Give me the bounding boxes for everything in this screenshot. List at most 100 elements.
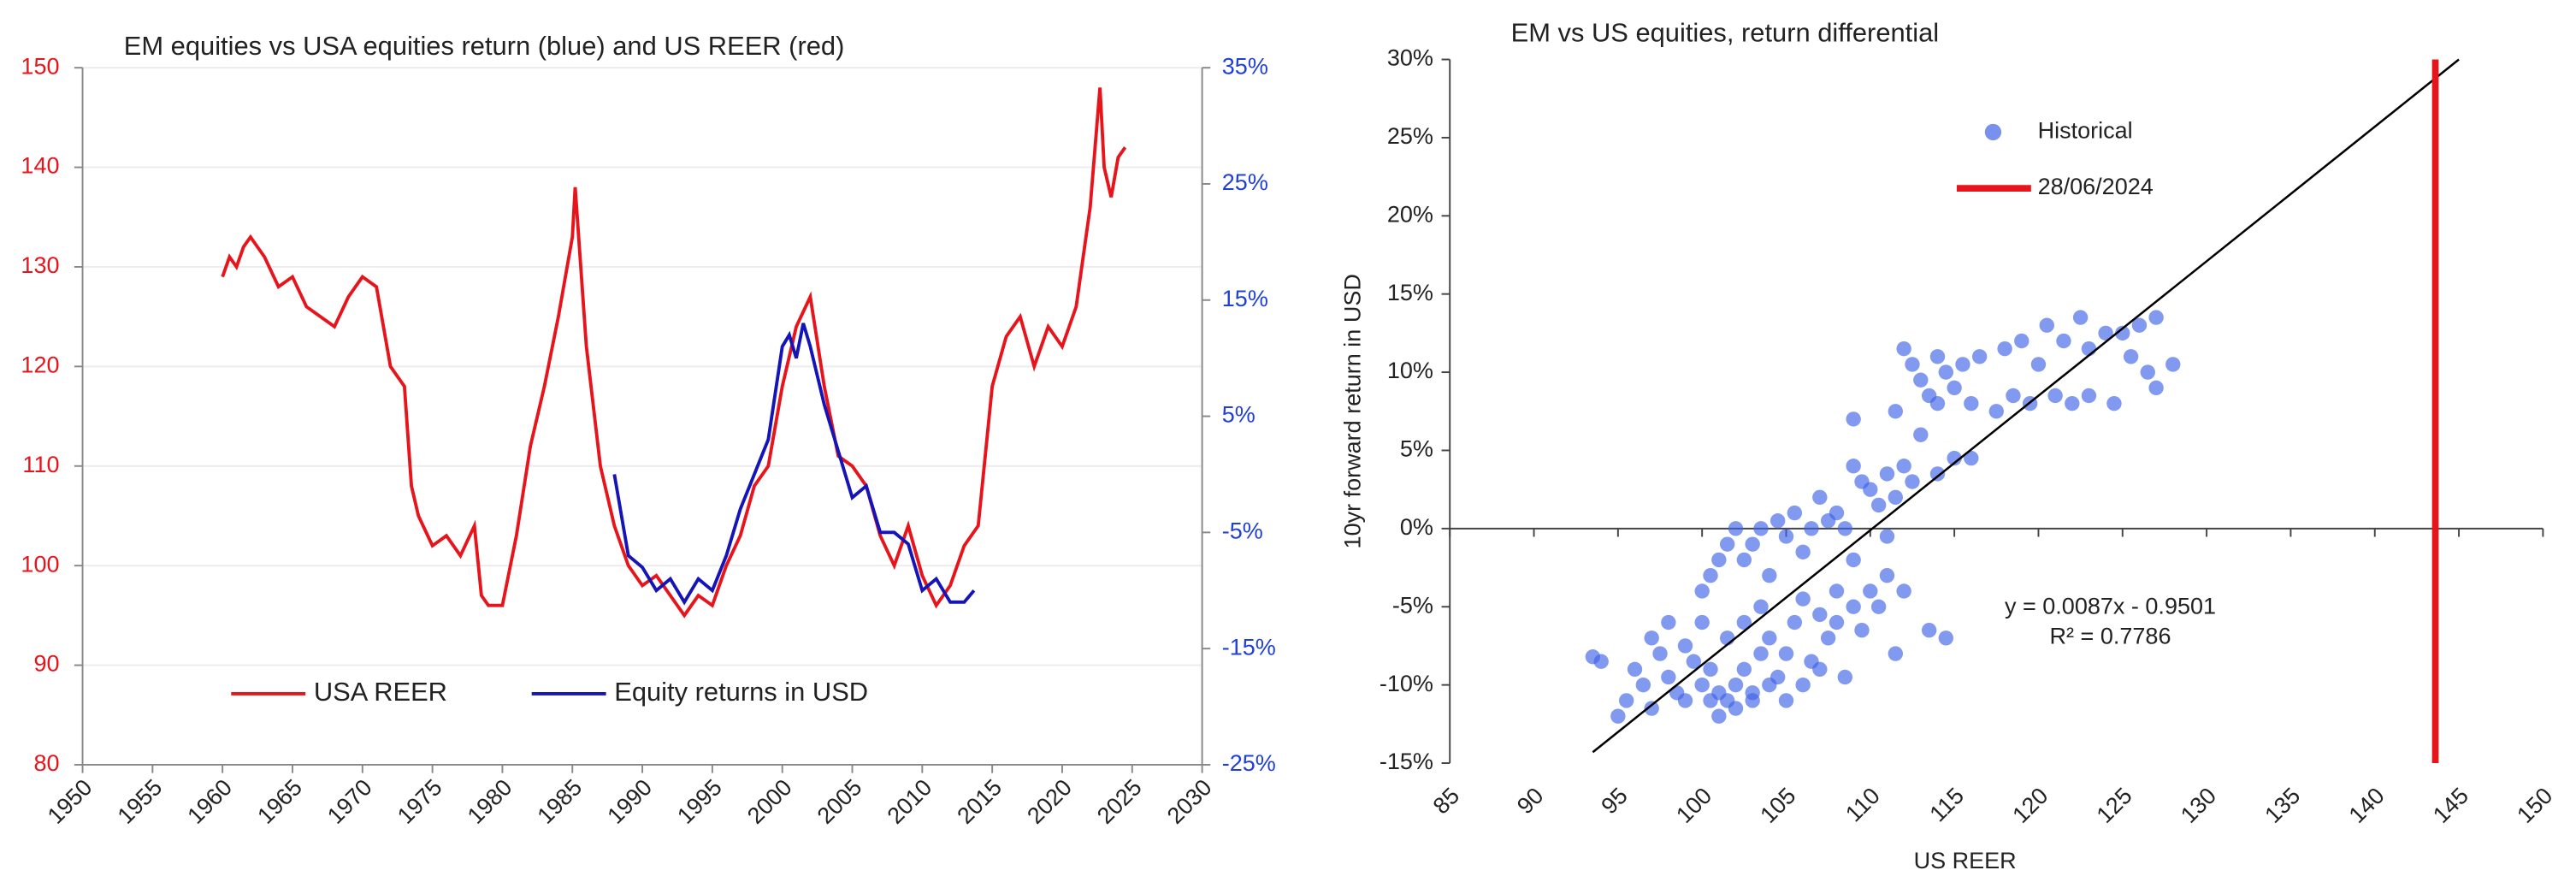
x-tick-label: 2005: [812, 774, 867, 829]
scatter-point: [1971, 349, 1988, 364]
x-tick-label: 1965: [252, 774, 307, 829]
scatter-point: [1745, 693, 1760, 708]
scatter-point: [1879, 466, 1895, 482]
y-tick-label: 5%: [1400, 436, 1433, 462]
scatter-point: [2106, 395, 2122, 411]
scatter-point: [1677, 693, 1693, 708]
scatter-point: [1829, 505, 1845, 521]
scatter-point: [1762, 568, 1777, 583]
scatter-point: [2140, 364, 2155, 380]
scatter-point: [1661, 669, 1676, 685]
x-tick-label: 135: [2260, 783, 2305, 828]
scatter-point: [1997, 340, 2012, 357]
trendline: [1592, 58, 2460, 754]
x-tick-label: 1955: [113, 774, 168, 829]
y-tick-label: -5%: [1392, 592, 1433, 618]
legend-label: Equity returns in USD: [614, 677, 868, 707]
y-tick-label: 80: [33, 750, 59, 776]
scatter-point: [1627, 661, 1643, 678]
y-tick-label: 25%: [1387, 123, 1433, 149]
scatter-point: [1905, 357, 1920, 372]
scatter-point: [1686, 654, 1702, 669]
x-tick-label: 1980: [463, 774, 517, 829]
scatter-point: [1820, 630, 1836, 646]
x-tick-label: 1950: [43, 774, 97, 829]
scatter-point: [1753, 521, 1769, 536]
scatter-point: [1694, 677, 1710, 693]
y-tick-label: -10%: [1380, 671, 1433, 696]
scatter-point: [1812, 661, 1828, 678]
scatter-point: [2006, 388, 2021, 404]
scatter-point: [1661, 614, 1676, 630]
y-tick-label: 100: [21, 551, 59, 577]
scatter-point: [1778, 646, 1794, 661]
scatter-point: [2131, 317, 2148, 333]
scatter-point: [1938, 364, 1953, 380]
scatter-point: [1938, 630, 1953, 646]
scatter-point: [1635, 677, 1651, 693]
scatter-point: [1770, 669, 1786, 685]
scatter-point: [1745, 536, 1760, 552]
x-tick-label: 130: [2176, 783, 2221, 828]
y-tick-label: 0%: [1400, 514, 1433, 540]
scatter-point: [1870, 599, 1887, 614]
scatter-point: [1964, 450, 1979, 466]
y2-tick-label: 5%: [1222, 402, 1256, 428]
scatter-point: [1728, 521, 1744, 536]
scatter-point: [1753, 599, 1769, 614]
scatter-point: [2148, 310, 2164, 325]
x-tick-label: 2010: [883, 774, 937, 829]
x-tick-label: 1995: [672, 774, 727, 829]
y2-tick-label: -15%: [1222, 634, 1276, 660]
scatter-point: [1829, 614, 1845, 630]
scatter-point: [1795, 544, 1811, 559]
scatter-point: [1644, 630, 1659, 646]
line-series: [612, 323, 976, 606]
scatter-point: [2039, 317, 2054, 333]
x-tick-label: 105: [1755, 783, 1800, 828]
x-tick-label: 1975: [393, 774, 447, 829]
scatter-point: [1846, 411, 1861, 427]
scatter-point: [1728, 677, 1744, 693]
scatter-point: [2047, 388, 2063, 404]
x-tick-label: 95: [1596, 783, 1632, 819]
annotation: R² = 0.7786: [2050, 623, 2171, 648]
scatter-point: [1703, 661, 1718, 678]
scatter-point: [1753, 646, 1769, 661]
scatter-point: [1703, 568, 1718, 583]
x-tick-label: 125: [2092, 783, 2137, 828]
scatter-point: [1787, 614, 1803, 630]
scatter-point: [1929, 466, 1946, 482]
scatter-point: [1795, 677, 1811, 693]
scatter-point: [1888, 489, 1904, 505]
scatter-point: [2115, 325, 2130, 341]
legend-label: USA REER: [314, 677, 447, 707]
scatter-point: [1719, 536, 1735, 552]
y-tick-label: 30%: [1387, 45, 1433, 71]
scatter-point: [1846, 459, 1861, 474]
x-axis-label: US REER: [1914, 848, 2017, 873]
scatter-point: [1879, 529, 1895, 544]
x-tick-label: 115: [1924, 783, 1969, 827]
y-tick-label: 140: [21, 153, 59, 179]
scatter-point: [1854, 622, 1870, 638]
scatter-point: [2148, 380, 2164, 396]
legend-label: 28/06/2024: [2038, 174, 2154, 199]
y2-tick-label: 25%: [1222, 169, 1268, 195]
scatter-point: [1694, 583, 1710, 599]
y2-tick-label: -5%: [1222, 518, 1263, 544]
scatter-point: [1964, 395, 1979, 411]
scatter-point: [1736, 614, 1752, 630]
scatter-point: [1846, 599, 1861, 614]
scatter-point: [1947, 450, 1962, 466]
chart-title: EM equities vs USA equities return (blue…: [124, 31, 845, 61]
scatter-point: [2014, 333, 2029, 349]
y-tick-label: 90: [33, 651, 59, 677]
scatter-point: [1879, 568, 1895, 583]
scatter-point: [1929, 395, 1946, 411]
scatter-point: [2072, 310, 2089, 325]
scatter-point: [1711, 708, 1727, 724]
y-tick-label: 130: [21, 252, 59, 278]
x-tick-label: 120: [2007, 783, 2053, 828]
